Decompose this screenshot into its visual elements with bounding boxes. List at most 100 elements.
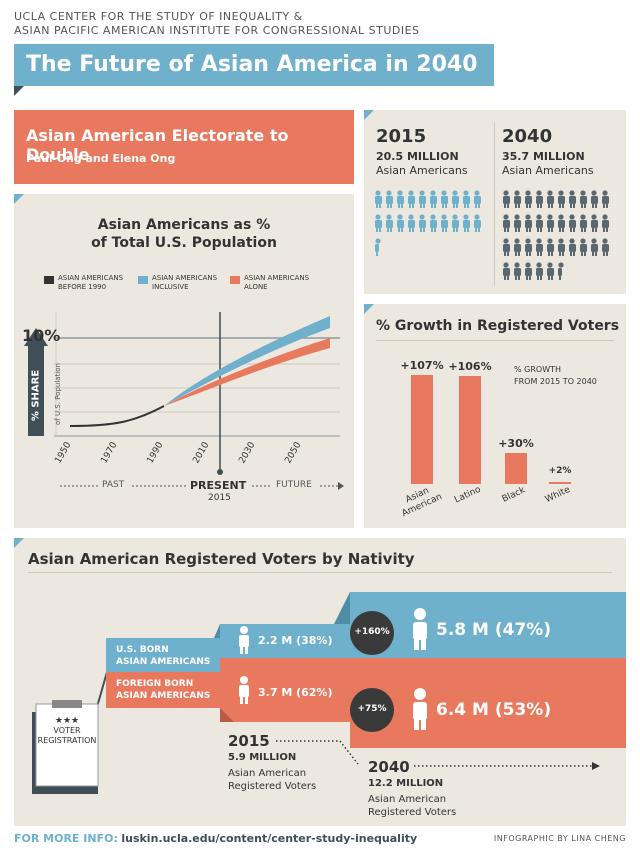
electorate-authors: Paul Ong and Elena Ong [26, 152, 176, 165]
person-icon [441, 190, 448, 208]
bar-value-label: +30% [498, 437, 534, 451]
us-fold-2040 [334, 592, 350, 624]
reg-2040-label: Asian American Registered Voters [368, 793, 456, 819]
share-ylabel: % SHARE [30, 369, 42, 422]
bar-asian-american [411, 375, 433, 484]
panel-corner-icon [364, 110, 374, 120]
share-ylabel-sub: of U.S. Population [54, 363, 62, 425]
person-icon [536, 262, 543, 280]
org-line-2: ASIAN PACIFIC AMERICAN INSTITUTE FOR CON… [14, 24, 420, 37]
person-icon [547, 190, 554, 208]
pop-2040-label: Asian Americans [502, 164, 594, 177]
person-icon [525, 214, 532, 232]
legend-l1: ASIAN AMERICANS [244, 274, 310, 282]
foreign-2015-value: 3.7 M (62%) [258, 686, 333, 699]
us-born-label: U.S. BORN ASIAN AMERICANS [116, 644, 210, 668]
person-icon [569, 214, 576, 232]
share-arrow-shaft [28, 344, 44, 436]
person-icon [413, 608, 427, 650]
legend-l1: ASIAN AMERICANS [152, 274, 218, 282]
us-growth-circle [350, 611, 394, 655]
legend-label-before-1990: ASIAN AMERICANS BEFORE 1990 [58, 274, 123, 292]
legend-l2: ALONE [244, 283, 268, 291]
us-born-l2: ASIAN AMERICANS [116, 657, 211, 667]
person-icon [514, 190, 521, 208]
person-icon [591, 238, 598, 256]
us-born-l1: U.S. BORN [116, 645, 169, 655]
more-info-url[interactable]: luskin.ucla.edu/content/center-study-ine… [121, 832, 418, 845]
nativity-panel: Asian American Registered Voters by Nati… [14, 538, 626, 826]
reg-2040-l2: Registered Voters [368, 807, 457, 818]
person-icon [441, 214, 448, 232]
person-icon [525, 238, 532, 256]
person-icon [474, 214, 481, 232]
electorate-banner: Asian American Electorate to Double Paul… [14, 110, 354, 184]
person-icon [386, 190, 393, 208]
pop-2015-label: Asian Americans [376, 164, 468, 177]
person-icon [430, 214, 437, 232]
ten-percent-label: 10% [22, 326, 61, 345]
panel-corner-icon [364, 304, 374, 314]
reg-2040-year: 2040 [368, 758, 410, 776]
person-icon [375, 190, 382, 208]
present-year: 2015 [208, 493, 231, 503]
reg-2040-value: 12.2 MILLION [368, 778, 444, 789]
reg-2015-l2: Registered Voters [228, 781, 317, 792]
person-icon [547, 262, 554, 280]
growth-note-line-2: FROM 2015 TO 2040 [514, 377, 597, 386]
legend-label-inclusive: ASIAN AMERICANS INCLUSIVE [152, 274, 217, 292]
us-born-band-origin [106, 638, 220, 672]
bar-value-label: +106% [448, 360, 492, 374]
pop-2040-value: 35.7 MILLION [502, 150, 585, 163]
clipboard-text: ★★★ VOTER REGISTRATION [36, 716, 98, 746]
person-icon [452, 214, 459, 232]
person-icon [474, 190, 481, 208]
pop-2015-value: 20.5 MILLION [376, 150, 459, 163]
person-icon [602, 190, 609, 208]
curve-alone [164, 338, 330, 406]
person-icon [514, 238, 521, 256]
foreign-born-band-origin [106, 672, 220, 708]
legend-swatch-inclusive [138, 276, 148, 284]
person-icon [239, 676, 249, 704]
person-icon [408, 190, 415, 208]
foreign-growth-label: +75% [357, 704, 387, 714]
pop-2015-year: 2015 [376, 126, 427, 147]
bar-white [549, 481, 571, 484]
more-info-label: FOR MORE INFO: [14, 832, 118, 845]
future-label: FUTURE [276, 480, 312, 490]
person-icon [514, 214, 521, 232]
growth-note: % GROWTH FROM 2015 TO 2040 [514, 364, 597, 388]
future-arrow-icon [338, 482, 344, 490]
foreign-2040-value: 6.4 M (53%) [436, 700, 552, 720]
past-label: PAST [102, 480, 125, 490]
share-title-line-2: of Total U.S. Population [91, 235, 277, 251]
electorate-title: Asian American Electorate to Double [26, 126, 289, 164]
person-icon [580, 190, 587, 208]
page-title: The Future of Asian America in 2040 [14, 44, 494, 86]
population-panel: 2015 20.5 MILLION Asian Americans 2040 3… [364, 110, 626, 294]
reg-2040-l1: Asian American [368, 794, 447, 805]
reg-2015-label: Asian American Registered Voters [228, 767, 316, 793]
us-fold [214, 624, 220, 638]
clipboard-l2: REGISTRATION [37, 736, 97, 745]
foreign-growth-circle [350, 688, 394, 732]
person-icon [525, 190, 532, 208]
person-icon [580, 238, 587, 256]
person-icon [536, 238, 543, 256]
person-icon [397, 190, 404, 208]
person-icon [591, 214, 598, 232]
present-label: PRESENT [190, 479, 247, 492]
person-icon [591, 190, 598, 208]
org-line-1: UCLA CENTER FOR THE STUDY OF INEQUALITY … [14, 10, 303, 23]
person-icon [569, 190, 576, 208]
person-icon [408, 214, 415, 232]
reg-2015-year: 2015 [228, 732, 270, 750]
panel-corner-icon [14, 538, 24, 548]
foreign-born-label: FOREIGN BORN ASIAN AMERICANS [116, 678, 210, 702]
timeline-arrow-icon [592, 762, 600, 770]
share-chart-title: Asian Americans as % of Total U.S. Popul… [14, 216, 354, 252]
person-icon [514, 262, 521, 280]
clipboard-l1: VOTER [53, 726, 81, 735]
org-names: UCLA CENTER FOR THE STUDY OF INEQUALITY … [14, 10, 434, 38]
